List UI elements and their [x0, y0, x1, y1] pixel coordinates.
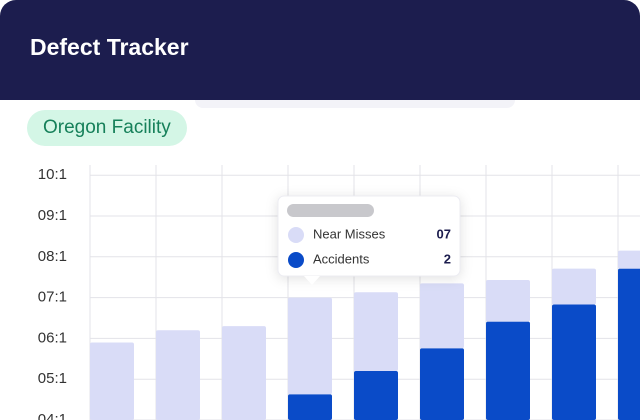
y-tick-label: 09:1 — [38, 207, 67, 224]
tooltip-value: 2 — [444, 251, 451, 266]
bar-segment — [552, 268, 596, 305]
tooltip-label: Near Misses — [313, 226, 386, 241]
y-tick-label: 06:1 — [38, 329, 67, 346]
header: Defect Tracker — [0, 0, 640, 100]
bar-segment — [618, 250, 640, 269]
bar-segment — [156, 330, 200, 420]
bar-segment — [552, 304, 596, 420]
tooltip-label: Accidents — [313, 251, 370, 266]
y-tick-label: 05:1 — [38, 370, 67, 387]
y-tick-label: 10:1 — [38, 166, 67, 183]
bar-segment — [420, 283, 464, 349]
shadow — [195, 100, 515, 108]
tooltip-value: 07 — [437, 226, 451, 241]
tooltip: Near Misses Accidents 07 2 — [277, 195, 461, 285]
y-tick-label: 04:1 — [38, 411, 67, 420]
tooltip-swatch — [288, 227, 304, 243]
y-tick-label: 08:1 — [38, 248, 67, 265]
y-tick-label: 07:1 — [38, 289, 67, 306]
bar-segment — [288, 297, 332, 395]
filter-chip[interactable]: Oregon Facility — [27, 110, 187, 146]
bar-segment — [354, 292, 398, 372]
bar-segment — [420, 348, 464, 420]
tooltip-pointer — [304, 276, 320, 285]
bar-segment — [90, 342, 134, 420]
bar-segment — [486, 321, 530, 420]
tooltip-placeholder — [287, 204, 374, 217]
bar-segment — [618, 268, 640, 420]
bar-segment — [486, 280, 530, 322]
bar-segment — [288, 394, 332, 420]
tooltip-swatch — [288, 252, 304, 268]
bar-segment — [222, 326, 266, 420]
header-title: Defect Tracker — [30, 34, 189, 60]
bar-segment — [354, 371, 398, 420]
